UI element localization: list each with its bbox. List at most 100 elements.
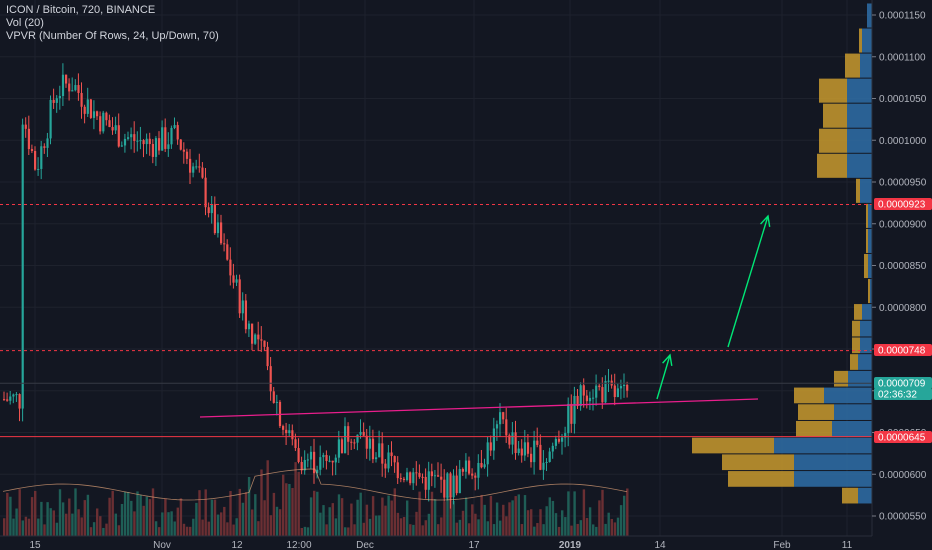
vpvr-up-bar: [774, 437, 872, 454]
candle: [474, 475, 477, 478]
vpvr-up-bar: [870, 279, 872, 304]
vpvr-up-bar: [867, 3, 872, 28]
volume-bar: [58, 489, 62, 536]
volume-bar: [551, 500, 555, 536]
volume-bar: [108, 497, 111, 536]
candle: [96, 111, 99, 117]
volume-bar: [588, 507, 592, 536]
vpvr-down-bar: [859, 28, 862, 53]
volume-bar: [520, 524, 524, 536]
candle: [561, 437, 564, 442]
volume-bar: [396, 512, 400, 536]
price-tick-label: 0.0001050: [879, 94, 927, 105]
candle: [396, 462, 399, 479]
volume-bar: [111, 490, 114, 536]
candle: [576, 395, 579, 407]
vpvr-up-bar: [794, 471, 872, 487]
volume-bar: [604, 523, 607, 536]
candle: [241, 300, 244, 314]
volume-bar: [21, 520, 24, 536]
candle: [74, 85, 77, 91]
volume-bar: [564, 517, 567, 536]
candle: [111, 127, 114, 131]
time-tick-label: 15: [29, 540, 41, 550]
volume-bar: [325, 524, 328, 536]
volume-bar: [235, 518, 238, 536]
volume-bar: [229, 491, 232, 536]
volume-bar: [241, 502, 245, 536]
volume-bar: [86, 494, 90, 536]
volume-bar: [96, 508, 99, 536]
volume-bar: [303, 526, 307, 536]
vpvr-down-bar: [819, 128, 847, 153]
candle: [291, 430, 294, 440]
candle: [406, 472, 409, 481]
volume-bar: [92, 522, 96, 536]
vpvr-down-bar: [794, 387, 824, 404]
volume-bar: [387, 495, 390, 536]
candle: [55, 98, 58, 103]
candle: [619, 386, 623, 389]
time-tick-label: Nov: [153, 540, 171, 550]
candle: [381, 443, 384, 464]
candle: [387, 452, 390, 469]
chart-legend: ICON / Bitcoin, 720, BINANCE Vol (20) VP…: [6, 4, 219, 43]
candle: [15, 394, 18, 396]
price-label-badge: [874, 344, 932, 356]
candle: [40, 146, 43, 169]
vpvr-up-bar: [847, 128, 872, 153]
vpvr-down-bar: [845, 53, 860, 78]
grid-lines: [0, 0, 872, 536]
volume-bar: [49, 508, 52, 536]
candle: [130, 134, 133, 138]
volume-bar: [554, 513, 558, 536]
vpvr-up-bar: [860, 337, 872, 354]
candle: [607, 380, 610, 382]
candle: [192, 166, 195, 173]
candle: [502, 412, 505, 420]
vpvr-down-bar: [798, 404, 834, 420]
volume-bar: [114, 513, 117, 536]
volume-bar: [247, 476, 251, 536]
candle: [592, 397, 595, 399]
volume-bar: [99, 516, 102, 536]
candle: [167, 144, 170, 149]
vpvr-up-bar: [862, 28, 872, 53]
candle: [27, 128, 30, 150]
candle: [9, 396, 12, 401]
candle: [468, 460, 471, 474]
volume-bar: [390, 500, 393, 536]
candle: [579, 385, 582, 407]
vpvr-down-bar: [852, 320, 860, 337]
volume-bar: [151, 488, 155, 536]
vpvr-up-bar: [862, 304, 872, 320]
volume-bar: [542, 524, 545, 536]
candle: [402, 478, 406, 481]
candle: [437, 475, 440, 477]
volume-bar: [598, 500, 601, 536]
candle: [309, 451, 313, 460]
vpvr-up-bar: [868, 253, 872, 279]
candle: [542, 462, 545, 470]
volume-bar: [24, 516, 28, 536]
vpvr-up-bar: [794, 454, 872, 471]
volume-bar: [251, 509, 254, 536]
candle: [499, 412, 502, 425]
time-tick-label: 11: [842, 540, 853, 550]
vpvr-up-bar: [860, 53, 872, 78]
volume-bar: [198, 490, 201, 536]
price-axis-background: [872, 0, 932, 550]
candle: [65, 74, 68, 84]
candle: [198, 166, 201, 168]
candle: [102, 112, 105, 132]
volume-bar: [626, 488, 629, 536]
vpvr-up-bar: [834, 404, 872, 420]
price-tick-label: 0.0000550: [879, 512, 927, 523]
volume-bar: [350, 503, 353, 536]
candle: [415, 472, 418, 474]
candle: [117, 125, 120, 147]
price-label-badge: [874, 377, 932, 389]
vpvr-down-bar: [856, 178, 860, 203]
volume-bar: [46, 502, 49, 536]
